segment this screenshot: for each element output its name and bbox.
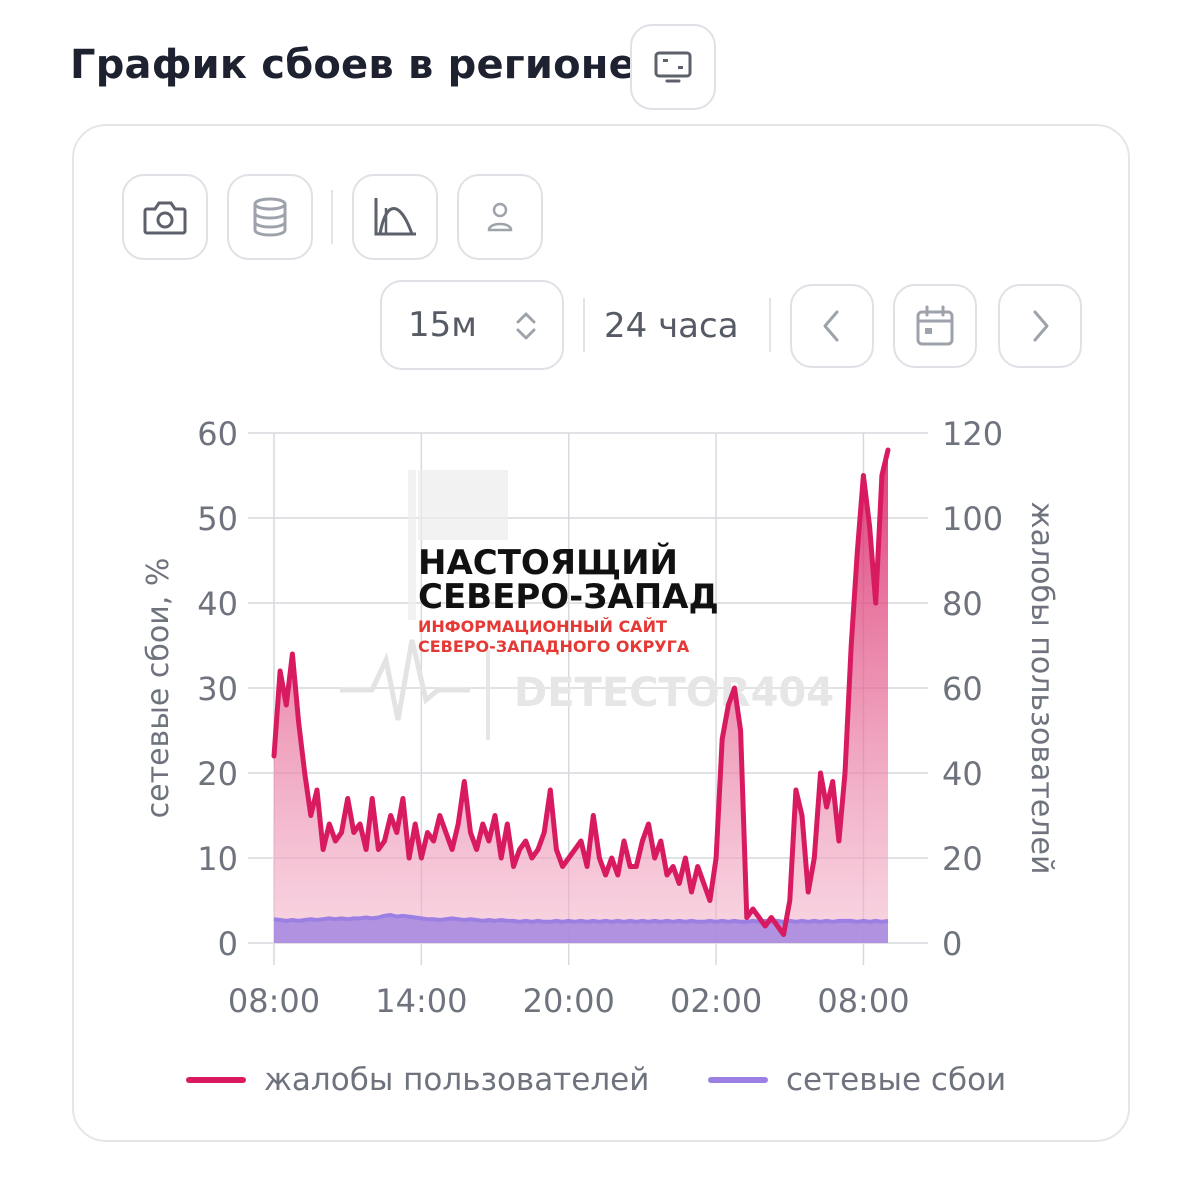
database-icon — [253, 197, 287, 237]
page-title: График сбоев в регионе — [70, 42, 636, 88]
legend-swatch-outages — [708, 1077, 768, 1083]
camera-icon — [143, 201, 187, 235]
controls-divider-1 — [583, 298, 585, 352]
legend-label-complaints: жалобы пользователей — [264, 1062, 650, 1098]
updown-chevron-icon — [516, 312, 536, 340]
chart-curve-icon — [374, 198, 416, 236]
legend-swatch-complaints — [186, 1077, 246, 1083]
chevron-right-icon — [1033, 310, 1049, 342]
prev-button[interactable] — [790, 284, 874, 368]
calendar-icon — [916, 305, 954, 346]
legend-item-complaints[interactable]: жалобы пользователей — [186, 1062, 649, 1098]
toolbar-divider — [331, 190, 333, 244]
screenshot-button[interactable] — [122, 174, 208, 260]
interval-value: 15м — [408, 305, 477, 345]
chart-card — [72, 124, 1130, 1142]
legend-label-outages: сетевые сбои — [786, 1062, 1007, 1098]
controls-divider-2 — [769, 298, 771, 352]
fullscreen-button[interactable] — [630, 24, 716, 110]
interval-select[interactable]: 15м — [380, 280, 564, 370]
range-label[interactable]: 24 часа — [604, 306, 739, 346]
data-button[interactable] — [227, 174, 313, 260]
monitor-icon — [654, 51, 692, 83]
legend-item-outages[interactable]: сетевые сбои — [708, 1062, 1006, 1098]
chevron-left-icon — [823, 310, 839, 342]
user-icon — [487, 202, 513, 232]
chart-type-button[interactable] — [352, 174, 438, 260]
next-button[interactable] — [998, 284, 1082, 368]
calendar-button[interactable] — [893, 284, 977, 368]
user-filter-button[interactable] — [457, 174, 543, 260]
